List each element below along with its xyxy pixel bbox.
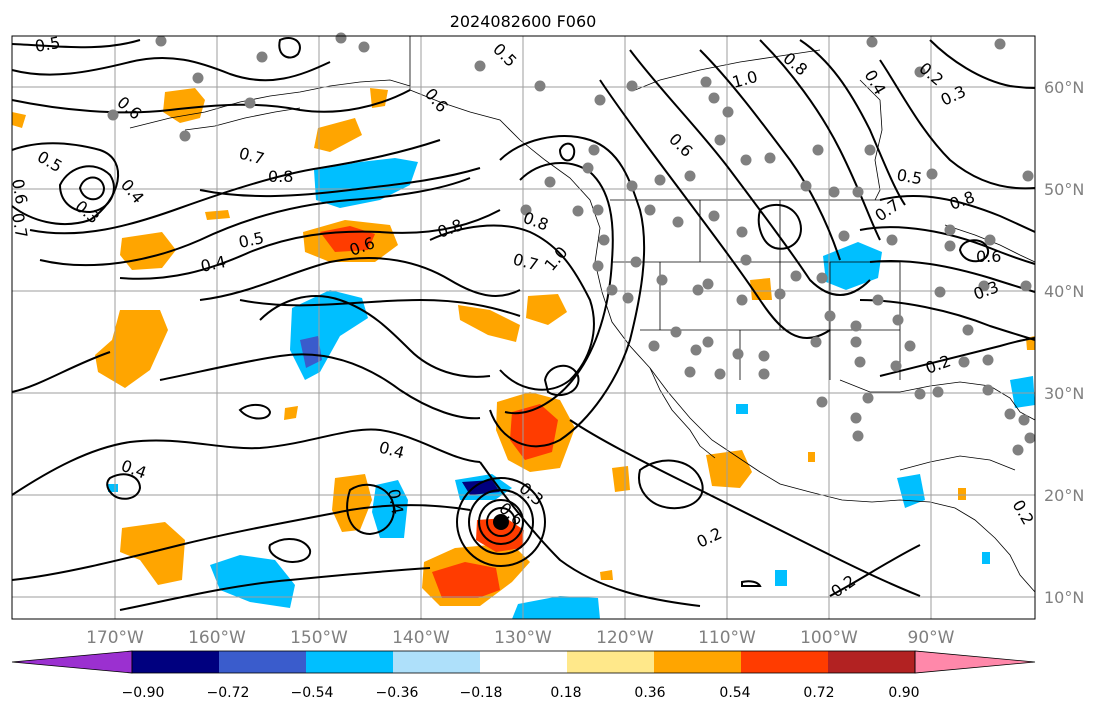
lon-label: 110°W <box>698 628 756 648</box>
lat-label: 50°N <box>1044 180 1084 199</box>
colorbar-tick-label: 0.90 <box>888 685 919 701</box>
lon-label: 120°W <box>596 628 654 648</box>
colorbar-segment <box>567 651 655 673</box>
contour-label: 0.5 <box>237 228 266 252</box>
colorbar-tick-label: −0.18 <box>460 685 503 701</box>
colorbar-tick-label: 0.72 <box>803 685 834 701</box>
colorbar-segment <box>828 651 916 673</box>
contour-label: 0.4 <box>384 487 407 515</box>
lat-label: 60°N <box>1044 78 1084 97</box>
lon-label: 100°W <box>800 628 858 648</box>
lon-label: 90°W <box>908 628 955 648</box>
colorbar-tick-label: −0.72 <box>207 685 250 701</box>
latitude-labels: 60°N 50°N 40°N 30°N 20°N 10°N <box>1044 78 1084 607</box>
colorbar-tick-label: −0.54 <box>291 685 334 701</box>
colorbar-segment <box>480 651 568 673</box>
lat-label: 10°N <box>1044 588 1084 607</box>
colorbar-frame <box>131 650 916 674</box>
map-title: 2024082600 F060 <box>450 12 597 31</box>
contour-label: 0.6 <box>8 177 31 205</box>
colorbar-tick-label: −0.90 <box>122 685 165 701</box>
lon-label: 160°W <box>188 628 246 648</box>
colorbar-segment <box>654 651 742 673</box>
colorbar-tick-label: 0.36 <box>634 685 665 701</box>
negative-anomaly-areas <box>108 158 1035 619</box>
lon-label: 170°W <box>86 628 144 648</box>
positive-anomaly-areas <box>12 88 1035 606</box>
colorbar-segment <box>393 651 481 673</box>
colorbar: −0.90 −0.72 −0.54 −0.36 −0.18 0.18 0.36 … <box>11 650 1036 701</box>
colorbar-extend-max <box>914 650 1036 674</box>
longitude-labels: 170°W 160°W 150°W 140°W 130°W 120°W 110°… <box>86 628 955 648</box>
colorbar-segment <box>306 651 394 673</box>
colorbar-segment <box>132 651 220 673</box>
contour-label: 0.5 <box>895 165 923 188</box>
contour-lines <box>11 36 1036 611</box>
lon-label: 140°W <box>392 628 450 648</box>
colorbar-segment <box>219 651 307 673</box>
lat-label: 20°N <box>1044 486 1084 505</box>
colorbar-tick-label: 0.54 <box>719 685 750 701</box>
contour-label: 0.8 <box>268 167 293 186</box>
map-panel: 0.5 0.6 0.5 0.4 0.3 0.7 0.8 0.7 0.6 0.5 … <box>8 32 1038 620</box>
lon-label: 150°W <box>290 628 348 648</box>
colorbar-segment <box>741 651 829 673</box>
colorbar-tick-label: 0.18 <box>550 685 581 701</box>
graticule <box>12 36 1035 619</box>
map-border <box>11 35 1036 620</box>
colorbar-tick-labels: −0.90 −0.72 −0.54 −0.36 −0.18 0.18 0.36 … <box>122 685 920 701</box>
lat-label: 30°N <box>1044 384 1084 403</box>
colorbar-extend-min <box>11 650 133 674</box>
colorbar-tick-label: −0.36 <box>376 685 419 701</box>
contour-label: 0.4 <box>199 252 228 276</box>
lat-label: 40°N <box>1044 282 1084 301</box>
lon-label: 130°W <box>494 628 552 648</box>
station-dots <box>107 32 1036 456</box>
contour-label: 0.7 <box>8 211 31 239</box>
storm-center-marker <box>493 514 509 530</box>
colorbar-segments <box>11 650 1036 674</box>
contour-label: 0.6 <box>976 247 1001 266</box>
contour-label: 0.5 <box>33 33 61 56</box>
